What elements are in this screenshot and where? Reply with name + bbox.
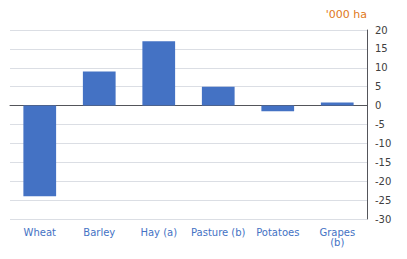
svg-text:Pasture (b): Pasture (b): [191, 227, 246, 238]
svg-text:20: 20: [375, 25, 388, 36]
svg-text:Wheat: Wheat: [24, 227, 57, 238]
svg-text:-30: -30: [375, 214, 391, 225]
svg-text:0: 0: [375, 100, 381, 111]
svg-text:Hay (a): Hay (a): [140, 227, 177, 238]
svg-text:(b): (b): [330, 237, 344, 248]
svg-text:5: 5: [375, 81, 381, 92]
svg-text:15: 15: [375, 43, 388, 54]
svg-text:Grapes: Grapes: [319, 226, 356, 238]
svg-text:-5: -5: [375, 119, 385, 130]
svg-text:-20: -20: [375, 176, 391, 187]
svg-text:-15: -15: [375, 157, 391, 168]
svg-text:'000 ha: '000 ha: [326, 8, 367, 21]
svg-text:-10: -10: [375, 138, 391, 149]
svg-text:Barley: Barley: [83, 227, 115, 238]
svg-text:Potatoes: Potatoes: [256, 227, 299, 238]
svg-text:-25: -25: [375, 195, 391, 206]
svg-text:10: 10: [375, 62, 388, 73]
